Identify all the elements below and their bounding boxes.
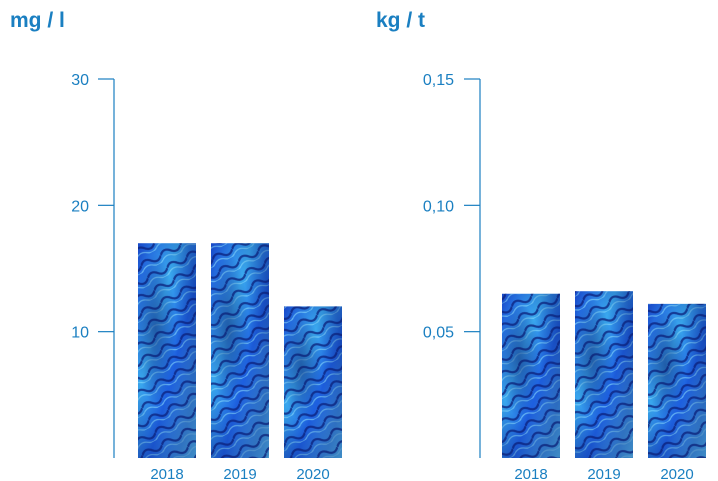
- chart-concentration: mg / l 10 20 30 2018 2019 2020: [10, 9, 342, 481]
- bar-2019: [575, 291, 633, 458]
- x-tick-label: 2019: [587, 466, 620, 481]
- y-tick-label: 0,05: [423, 325, 454, 342]
- y-tick-label: 0,15: [423, 72, 454, 89]
- x-tick-label: 2020: [296, 466, 329, 481]
- bar-shading: [138, 243, 196, 458]
- y-tick-label: 0,10: [423, 198, 454, 215]
- bar-2020: [648, 303, 706, 458]
- y-tick-label: 30: [71, 72, 89, 89]
- bar-shading: [648, 303, 706, 458]
- y-tick-label: 10: [71, 325, 89, 342]
- x-tick-label: 2019: [223, 466, 256, 481]
- unit-label: mg / l: [10, 9, 65, 32]
- bar-shading: [502, 293, 560, 458]
- bar-shading: [284, 306, 342, 458]
- bar-2020: [284, 306, 342, 458]
- chart-specific-load: kg / t 0,05 0,10 0,15 2018 2019 2020: [376, 9, 706, 481]
- bar-shading: [575, 291, 633, 458]
- bar-2018: [502, 293, 560, 458]
- bar-2019: [211, 243, 269, 458]
- x-tick-label: 2018: [150, 466, 183, 481]
- bar-2018: [138, 243, 196, 458]
- y-tick-label: 20: [71, 198, 89, 215]
- x-tick-label: 2020: [660, 466, 693, 481]
- unit-label: kg / t: [376, 9, 425, 32]
- x-tick-label: 2018: [514, 466, 547, 481]
- bar-shading: [211, 243, 269, 458]
